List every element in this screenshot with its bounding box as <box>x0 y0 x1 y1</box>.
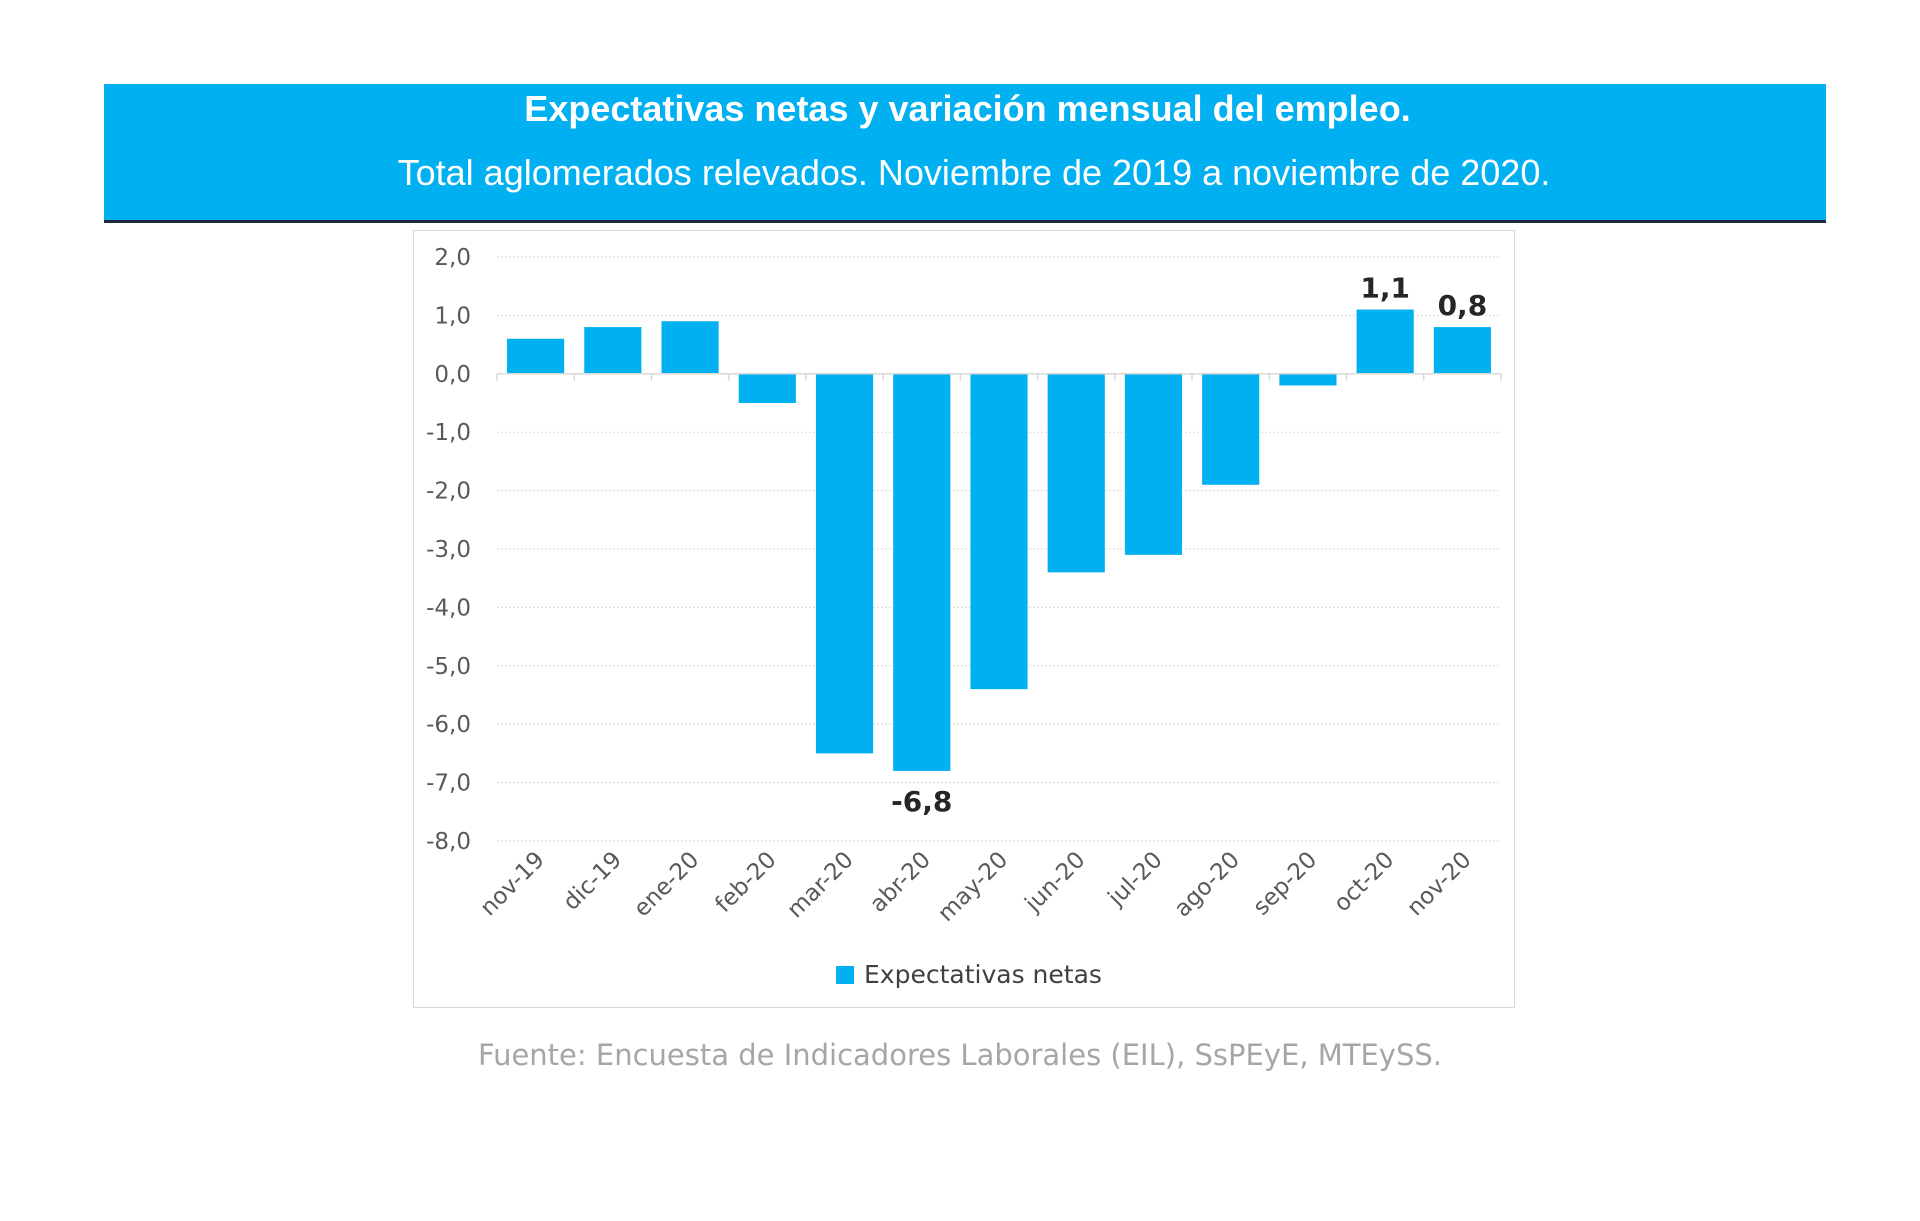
x-tick-label: ago-20 <box>1169 847 1244 922</box>
x-tick-label: mar-20 <box>782 847 858 923</box>
x-tick-label: dic-19 <box>558 847 627 916</box>
bar <box>1433 327 1491 374</box>
bar <box>507 338 565 374</box>
y-tick-label: 1,0 <box>434 303 471 329</box>
x-tick-label: may-20 <box>933 847 1013 927</box>
x-tick-label: jul-20 <box>1103 847 1168 912</box>
y-tick-label: -1,0 <box>426 420 471 446</box>
y-tick-label: -4,0 <box>426 595 471 621</box>
y-tick-label: -2,0 <box>426 479 471 505</box>
data-label: 0,8 <box>1438 289 1488 322</box>
data-label: -6,8 <box>891 785 952 818</box>
bar <box>738 373 796 403</box>
bar <box>893 373 951 771</box>
chart-title: Expectativas netas y variación mensual d… <box>524 88 1411 129</box>
x-tick-label: abr-20 <box>865 847 936 918</box>
legend-swatch <box>836 966 854 984</box>
bar <box>584 327 642 374</box>
x-tick-label: sep-20 <box>1248 847 1322 921</box>
y-tick-label: -6,0 <box>426 712 471 738</box>
x-tick-label: jun-20 <box>1020 847 1091 918</box>
y-tick-label: 0,0 <box>434 362 471 388</box>
bar <box>1202 373 1260 485</box>
y-tick-label: -8,0 <box>426 829 471 855</box>
chart-area: 2,0 1,0 0,0 -1,0 -2,0 -3,0 -4,0 -5,0 -6,0 -7,0 -8,… <box>413 230 1515 1008</box>
y-tick-label: -7,0 <box>426 771 471 797</box>
title-banner <box>104 84 1826 223</box>
bar-chart: 2,0 1,0 0,0 -1,0 -2,0 -3,0 -4,0 -5,0 -6,0 -7,0 -8,… <box>426 245 1502 989</box>
legend-label: Expectativas netas <box>864 960 1102 989</box>
y-tick-label: 2,0 <box>434 245 471 271</box>
x-tick-label: nov-19 <box>475 847 549 921</box>
y-tick-label: -5,0 <box>426 654 471 680</box>
bar <box>1124 373 1183 555</box>
x-tick-label: nov-20 <box>1402 847 1476 921</box>
x-tick-label: oct-20 <box>1329 847 1399 917</box>
chart-subtitle: Total aglomerados relevados. Noviembre d… <box>397 152 1551 193</box>
x-tick-label: feb-20 <box>711 847 782 918</box>
bar <box>1047 373 1105 573</box>
bar <box>1279 373 1337 386</box>
bar <box>661 321 719 374</box>
bar <box>970 373 1028 690</box>
source-note: Fuente: Encuesta de Indicadores Laborale… <box>477 1038 1443 1072</box>
bar <box>815 373 874 754</box>
y-tick-label: -3,0 <box>426 537 471 563</box>
data-label: 1,1 <box>1360 272 1410 305</box>
bar <box>1356 309 1414 374</box>
x-tick-label: ene-20 <box>629 847 704 922</box>
